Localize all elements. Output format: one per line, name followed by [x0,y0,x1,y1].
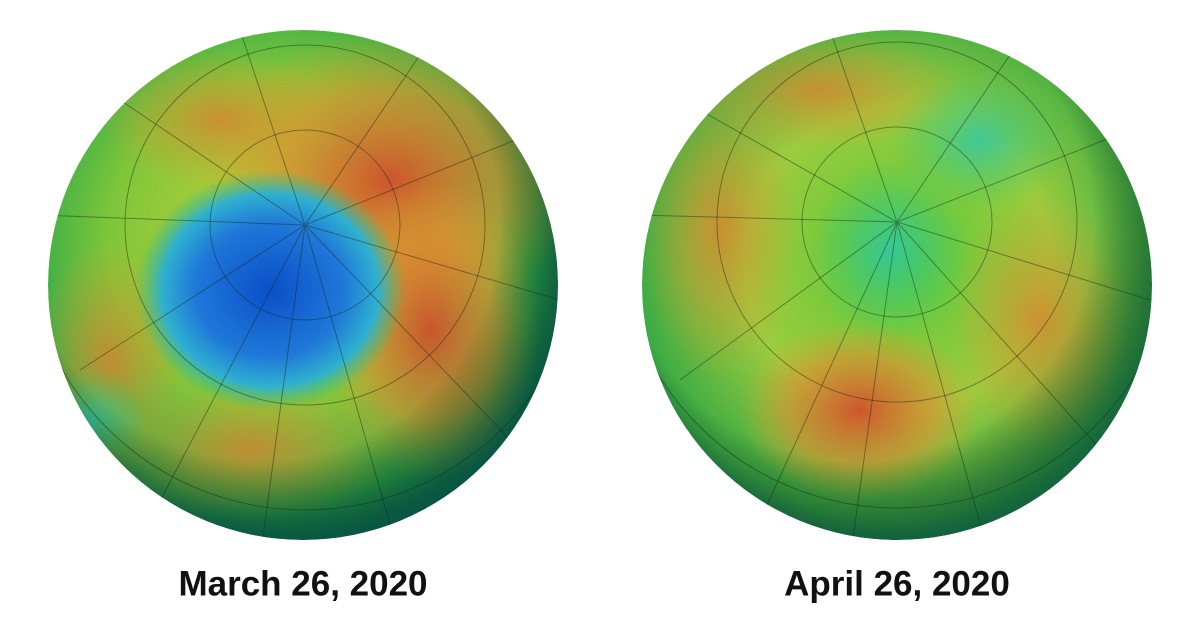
caption: March 26, 2020 [178,564,427,603]
globe-april [642,30,1152,540]
caption: April 26, 2020 [784,564,1010,603]
globe-march [48,30,558,540]
